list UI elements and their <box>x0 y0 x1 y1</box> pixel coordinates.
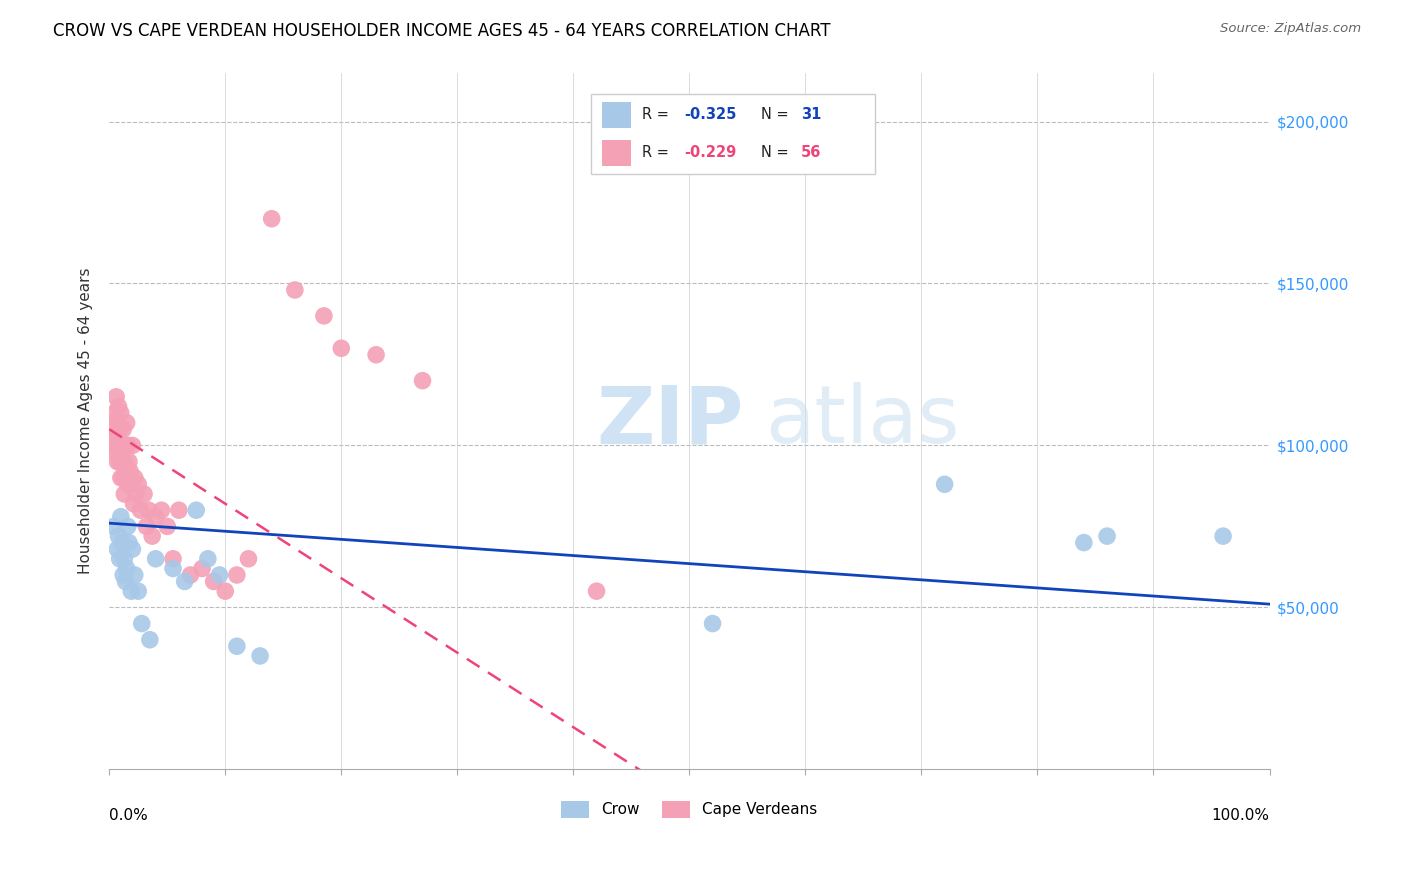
Point <box>364 348 387 362</box>
Point <box>118 535 141 549</box>
Point <box>330 341 353 355</box>
Point <box>145 509 167 524</box>
Text: 100.0%: 100.0% <box>1212 807 1270 822</box>
Point <box>129 503 152 517</box>
Text: ZIP: ZIP <box>596 382 744 460</box>
Point <box>127 477 149 491</box>
Point <box>105 455 128 469</box>
Point <box>312 309 335 323</box>
Point <box>108 422 131 436</box>
Point <box>112 455 135 469</box>
Point <box>117 438 139 452</box>
Point <box>110 509 132 524</box>
Point <box>104 406 127 420</box>
Point <box>412 374 434 388</box>
Point <box>110 406 132 420</box>
Point <box>138 503 160 517</box>
Point <box>105 428 128 442</box>
Point <box>167 503 190 517</box>
Point <box>108 551 131 566</box>
Point <box>121 542 143 557</box>
Point <box>112 551 135 566</box>
Point <box>260 211 283 226</box>
Point <box>225 639 247 653</box>
Text: Source: ZipAtlas.com: Source: ZipAtlas.com <box>1220 22 1361 36</box>
Point <box>1073 535 1095 549</box>
Point <box>111 535 134 549</box>
Point <box>105 390 128 404</box>
Point <box>105 412 128 426</box>
Point <box>112 568 135 582</box>
Legend: Crow, Cape Verdeans: Crow, Cape Verdeans <box>555 795 824 824</box>
Y-axis label: Householder Income Ages 45 - 64 years: Householder Income Ages 45 - 64 years <box>79 268 93 574</box>
Point <box>225 568 247 582</box>
Point <box>191 561 214 575</box>
Point <box>284 283 307 297</box>
Point <box>238 551 260 566</box>
Point <box>585 584 607 599</box>
Point <box>127 584 149 599</box>
Point <box>145 551 167 566</box>
Point <box>105 542 128 557</box>
Point <box>122 497 145 511</box>
Point <box>135 519 157 533</box>
Point <box>179 568 201 582</box>
Point <box>934 477 956 491</box>
Point <box>202 574 225 589</box>
Point <box>249 648 271 663</box>
Point <box>112 487 135 501</box>
Point <box>124 471 146 485</box>
Text: 0.0%: 0.0% <box>110 807 148 822</box>
Point <box>104 445 127 459</box>
Point <box>1212 529 1234 543</box>
Point <box>107 400 129 414</box>
Point <box>125 487 148 501</box>
Point <box>162 551 184 566</box>
Point <box>103 519 125 533</box>
Point <box>214 584 236 599</box>
Point <box>150 503 173 517</box>
Text: CROW VS CAPE VERDEAN HOUSEHOLDER INCOME AGES 45 - 64 YEARS CORRELATION CHART: CROW VS CAPE VERDEAN HOUSEHOLDER INCOME … <box>53 22 831 40</box>
Point <box>114 438 136 452</box>
Point <box>121 438 143 452</box>
Point <box>111 438 134 452</box>
Point <box>115 561 138 575</box>
Point <box>111 455 134 469</box>
Point <box>115 416 138 430</box>
Point <box>112 422 135 436</box>
Point <box>118 455 141 469</box>
Point <box>114 574 136 589</box>
Point <box>124 568 146 582</box>
Point <box>115 471 138 485</box>
Point <box>702 616 724 631</box>
Point <box>120 477 142 491</box>
Point <box>107 529 129 543</box>
Point <box>108 455 131 469</box>
Point <box>110 471 132 485</box>
Point <box>107 438 129 452</box>
Point <box>112 471 135 485</box>
Point <box>103 422 125 436</box>
Point <box>1095 529 1118 543</box>
Point <box>117 477 139 491</box>
Point <box>156 519 179 533</box>
Point <box>131 616 153 631</box>
Point <box>141 529 163 543</box>
Point <box>197 551 219 566</box>
Point <box>120 464 142 478</box>
Text: atlas: atlas <box>765 382 959 460</box>
Point <box>162 561 184 575</box>
Point <box>101 438 124 452</box>
Point <box>117 519 139 533</box>
Point <box>139 632 162 647</box>
Point <box>208 568 231 582</box>
Point <box>120 584 142 599</box>
Point <box>186 503 208 517</box>
Point <box>173 574 195 589</box>
Point <box>132 487 155 501</box>
